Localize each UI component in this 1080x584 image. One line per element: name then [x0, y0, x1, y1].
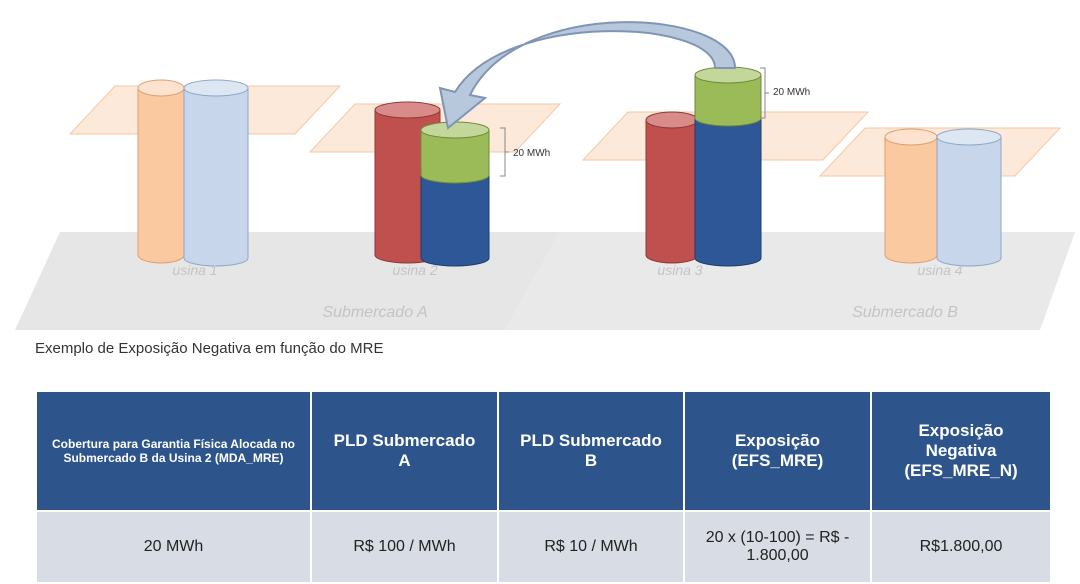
- cylinder-top: [646, 112, 698, 128]
- plant-label: usina 2: [392, 262, 437, 278]
- plant-label: usina 1: [172, 262, 217, 278]
- header-cell: Exposição Negativa (EFS_MRE_N): [871, 391, 1051, 511]
- cylinder-body: [695, 118, 761, 258]
- cylinder-body: [937, 137, 1001, 258]
- cylinder-top: [937, 129, 1001, 145]
- diagram: 20 MWh 20 MWh usina 1 usina 2 usina 3 usina 4…: [0, 0, 1080, 335]
- submarket-label: Submercado B: [852, 304, 958, 321]
- cylinder-body: [646, 120, 698, 255]
- header-cell: Cobertura para Garantia Física Alocada n…: [36, 391, 311, 511]
- cell: 20 MWh: [36, 511, 311, 583]
- cell: R$ 10 / MWh: [498, 511, 684, 583]
- cylinder-body: [885, 137, 937, 255]
- cell: R$1.800,00: [871, 511, 1051, 583]
- annotation: 20 MWh: [773, 87, 810, 98]
- cylinder-body: [184, 88, 248, 258]
- submarket-label: Submercado A: [322, 304, 427, 321]
- table: Cobertura para Garantia Física Alocada n…: [35, 390, 1052, 584]
- cell: 20 x (10-100) = R$ - 1.800,00: [684, 511, 871, 583]
- data-row: 20 MWh R$ 100 / MWh R$ 10 / MWh 20 x (10…: [36, 511, 1051, 583]
- plant-label: usina 4: [917, 262, 962, 278]
- cylinder-top: [184, 80, 248, 96]
- caption: Exemplo de Exposição Negativa em função …: [35, 340, 384, 357]
- cylinder-body: [421, 175, 489, 258]
- header-cell: PLD Submercado B: [498, 391, 684, 511]
- cell: R$ 100 / MWh: [311, 511, 498, 583]
- cylinder-top: [138, 80, 184, 96]
- header-cell: PLD Submercado A: [311, 391, 498, 511]
- cylinder-top: [695, 67, 761, 83]
- cylinder-top: [885, 129, 937, 145]
- cylinder-top: [421, 122, 489, 138]
- header-row: Cobertura para Garantia Física Alocada n…: [36, 391, 1051, 511]
- header-cell: Exposição (EFS_MRE): [684, 391, 871, 511]
- cylinder-top: [375, 102, 440, 118]
- page: 20 MWh 20 MWh usina 1 usina 2 usina 3 usina 4…: [0, 0, 1080, 570]
- cylinder-body: [138, 88, 184, 255]
- plant-label: usina 3: [657, 262, 702, 278]
- annotation: 20 MWh: [513, 148, 550, 159]
